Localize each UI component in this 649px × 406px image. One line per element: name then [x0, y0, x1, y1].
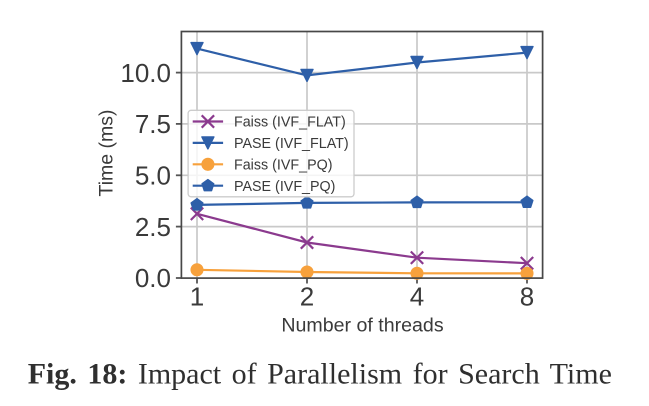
- svg-text:Faiss (IVF_PQ): Faiss (IVF_PQ): [234, 158, 333, 174]
- svg-text:0.0: 0.0: [135, 263, 171, 293]
- svg-text:PASE (IVF_PQ): PASE (IVF_PQ): [234, 179, 335, 195]
- svg-text:2: 2: [300, 281, 314, 311]
- svg-text:Fig. 18: Impact of Parallelism: Fig. 18: Impact of Parallelism for Searc…: [28, 357, 612, 390]
- svg-text:PASE (IVF_FLAT): PASE (IVF_FLAT): [234, 136, 349, 152]
- svg-text:5.0: 5.0: [135, 161, 171, 191]
- svg-text:Number of threads: Number of threads: [281, 315, 443, 337]
- svg-text:Time (ms): Time (ms): [96, 109, 118, 196]
- svg-text:2.5: 2.5: [135, 212, 171, 242]
- svg-text:7.5: 7.5: [135, 109, 171, 139]
- svg-text:Faiss (IVF_FLAT): Faiss (IVF_FLAT): [234, 115, 346, 131]
- svg-text:10.0: 10.0: [120, 58, 171, 88]
- svg-text:1: 1: [190, 281, 204, 311]
- svg-text:8: 8: [520, 281, 534, 311]
- svg-text:4: 4: [410, 281, 424, 311]
